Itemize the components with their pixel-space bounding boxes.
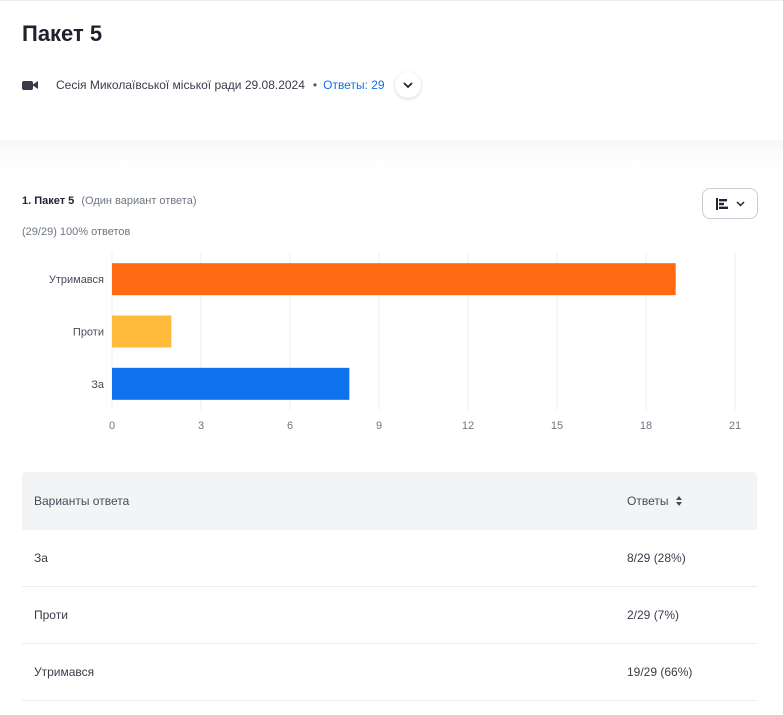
row-answers: 2/29 (7%) [627,608,680,622]
question-stats: (29/29) 100% ответов [22,226,131,238]
column-header-answers[interactable]: Ответы [627,494,757,508]
row-answers: 8/29 (28%) [627,551,686,565]
row-option: Проти [34,608,68,622]
x-tick-label: 9 [376,420,382,432]
bar [112,315,172,348]
row-option: За [34,551,48,565]
row-answers: 19/29 (66%) [627,665,693,679]
question-type: (Один вариант ответа) [81,195,197,207]
meeting-name: Сесія Миколаївської міської ради 29.08.2… [56,78,305,92]
page-header: Пакет 5 Сесія Миколаївської міської ради… [0,0,783,140]
meeting-info-row: Сесія Миколаївської міської ради 29.08.2… [22,71,421,99]
camera-icon [22,79,40,91]
bar-chart: 0 3 6 9 12 15 18 21 Утримався Проти За [49,253,741,432]
column-header-answers-label: Ответы [627,494,669,508]
y-category-label: За [91,379,105,391]
x-tick-label: 6 [287,420,293,432]
section-divider [0,140,783,168]
expand-button[interactable] [394,72,421,98]
bar [112,263,676,296]
table-row: Утримався 19/29 (66%) [22,644,757,701]
column-header-options: Варианты ответа [34,494,130,508]
x-tick-label: 18 [640,420,652,432]
x-tick-label: 12 [462,420,474,432]
page-title: Пакет 5 [22,21,103,46]
y-category-label: Проти [73,327,104,339]
question-number-title: 1. Пакет 5 [22,195,75,207]
chevron-down-icon [402,81,413,88]
chevron-down-icon [735,200,745,207]
table-row: За 8/29 (28%) [22,530,757,587]
bar-chart-view-icon [715,197,728,210]
answers-count-link[interactable]: Ответы: 29 [323,78,385,92]
question-title: 1. Пакет 5 (Один вариант ответа) [22,195,197,207]
y-category-label: Утримався [49,274,104,286]
answers-table: Варианты ответа Ответы За 8/29 (28%) Про… [22,472,757,701]
x-tick-label: 0 [109,420,115,432]
x-tick-label: 3 [198,420,204,432]
table-header: Варианты ответа Ответы [22,472,757,530]
separator-dot: • [312,78,318,92]
table-row: Проти 2/29 (7%) [22,587,757,644]
sort-icon[interactable] [676,496,683,506]
chart-view-dropdown[interactable] [702,188,758,219]
x-tick-label: 15 [551,420,563,432]
row-option: Утримався [34,665,95,679]
x-tick-label: 21 [729,420,741,432]
bar [112,367,350,400]
